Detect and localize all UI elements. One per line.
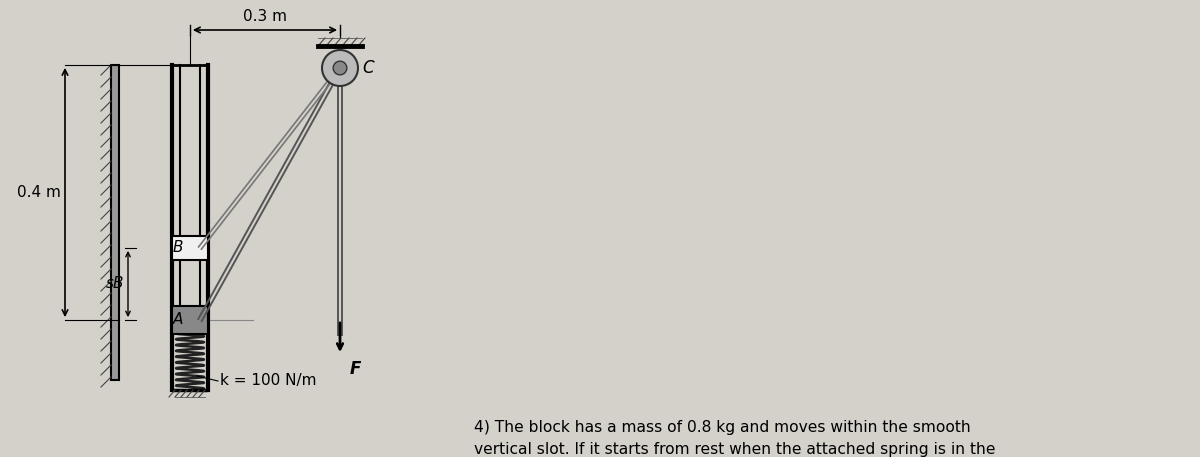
Text: C: C xyxy=(362,59,373,77)
Text: F: F xyxy=(350,360,361,378)
Bar xyxy=(172,236,208,260)
Text: A: A xyxy=(173,312,184,326)
Bar xyxy=(172,306,208,334)
Circle shape xyxy=(322,50,358,86)
Bar xyxy=(112,65,119,380)
Text: k = 100 N/m: k = 100 N/m xyxy=(220,373,317,388)
Text: 0.4 m: 0.4 m xyxy=(17,185,61,200)
Text: 4) The block has a mass of 0.8 kg and moves within the smooth
vertical slot. If : 4) The block has a mass of 0.8 kg and mo… xyxy=(474,420,1000,457)
Text: sB: sB xyxy=(106,276,124,292)
Text: 0.3 m: 0.3 m xyxy=(242,9,287,24)
Text: B: B xyxy=(173,239,184,255)
Circle shape xyxy=(334,61,347,75)
